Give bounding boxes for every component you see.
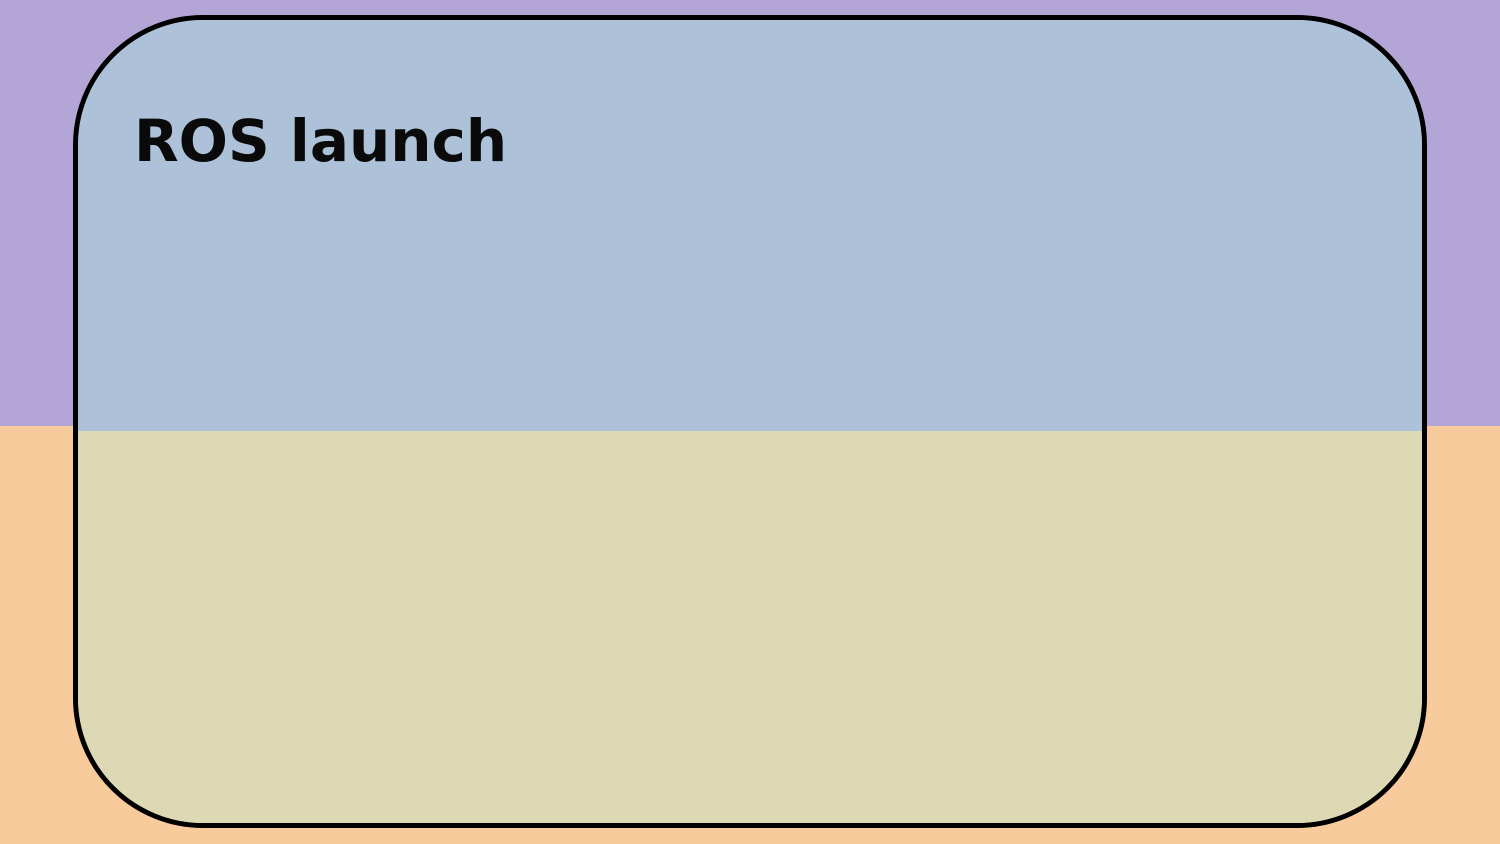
card-top-region bbox=[78, 20, 1422, 431]
content-card: ROS launch bbox=[73, 15, 1427, 828]
slide-title: ROS launch bbox=[134, 107, 508, 175]
card-bottom-region bbox=[78, 431, 1422, 823]
